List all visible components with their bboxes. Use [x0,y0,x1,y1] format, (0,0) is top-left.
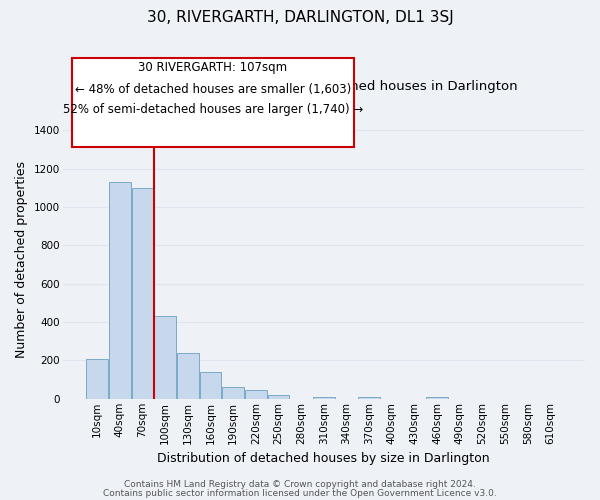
Bar [245,390,266,399]
Bar [313,397,335,399]
Bar [109,182,131,399]
Text: 52% of semi-detached houses are larger (1,740) →: 52% of semi-detached houses are larger (… [63,104,363,117]
Text: 30, RIVERGARTH, DARLINGTON, DL1 3SJ: 30, RIVERGARTH, DARLINGTON, DL1 3SJ [146,10,454,25]
Bar [427,397,448,399]
X-axis label: Distribution of detached houses by size in Darlington: Distribution of detached houses by size … [157,452,490,465]
Bar [131,188,153,399]
Bar [358,397,380,399]
Text: Contains public sector information licensed under the Open Government Licence v3: Contains public sector information licen… [103,488,497,498]
Y-axis label: Number of detached properties: Number of detached properties [15,161,28,358]
Bar [177,353,199,399]
Bar [223,388,244,399]
Bar [200,372,221,399]
Bar [154,316,176,399]
Text: 30 RIVERGARTH: 107sqm: 30 RIVERGARTH: 107sqm [139,62,287,74]
Text: ← 48% of detached houses are smaller (1,603): ← 48% of detached houses are smaller (1,… [75,82,351,96]
Bar [268,395,289,399]
Bar [86,358,108,399]
Title: Size of property relative to detached houses in Darlington: Size of property relative to detached ho… [130,80,518,93]
Text: Contains HM Land Registry data © Crown copyright and database right 2024.: Contains HM Land Registry data © Crown c… [124,480,476,489]
